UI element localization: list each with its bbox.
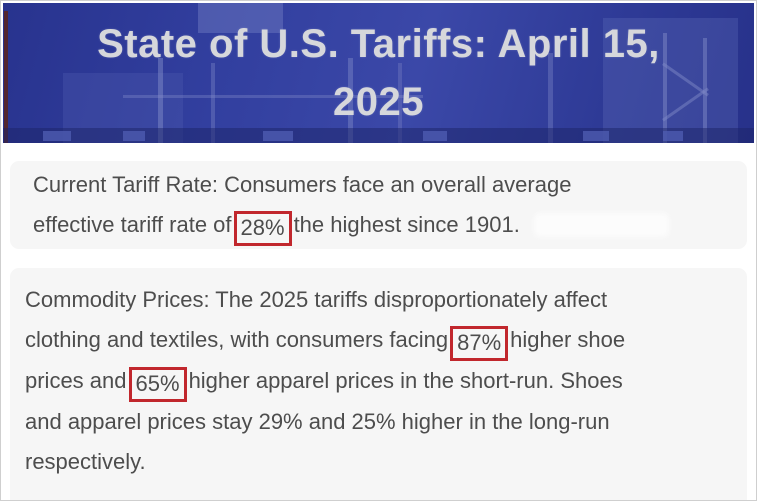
highlighted-value-28-percent: 28%: [233, 211, 292, 246]
text-line: clothing and textiles, with consumers fa…: [25, 320, 735, 361]
text-line: Commodity Prices: The 2025 tariffs dispr…: [25, 280, 735, 320]
crane-mast-shape: [663, 33, 667, 143]
title-banner: State of U.S. Tariffs: April 15, 2025: [3, 3, 754, 143]
photo-left-edge-detail: [4, 11, 8, 143]
photo-light-patch: [198, 3, 283, 33]
crane-mast-shape: [348, 58, 353, 143]
text-segment: clothing and textiles, with consumers fa…: [25, 327, 449, 352]
container-block-shape: [43, 131, 71, 141]
text-line: prices and 65% higher apparel prices in th…: [25, 361, 735, 402]
text-segment: prices and: [25, 368, 127, 393]
crane-mast-shape: [158, 58, 163, 143]
text-segment: and apparel prices stay 29% and 25% high…: [25, 409, 610, 434]
page-title: State of U.S. Tariffs: April 15, 2025: [3, 3, 754, 131]
photo-light-patch: [603, 18, 738, 143]
container-block-shape: [123, 131, 145, 141]
commodity-prices-card: Commodity Prices: The 2025 tariffs dispr…: [10, 268, 747, 500]
text-line: and apparel prices stay 29% and 25% high…: [25, 402, 735, 442]
text-segment: the highest since 1901.: [293, 212, 520, 237]
crane-beam-shape: [123, 95, 423, 98]
container-block-shape: [663, 131, 683, 141]
text-segment: Commodity Prices: The 2025 tariffs dispr…: [25, 287, 608, 312]
erased-text-smudge: [533, 213, 669, 237]
photo-containers-strip: [3, 128, 754, 143]
crane-mast-shape: [398, 63, 402, 143]
text-line: Current Tariff Rate: Consumers face an o…: [33, 165, 729, 205]
container-block-shape: [423, 131, 447, 141]
container-block-shape: [263, 131, 293, 141]
text-line: respectively.: [25, 442, 735, 482]
text-line: effective tariff rate of 28% the highest s…: [33, 205, 729, 246]
container-block-shape: [583, 131, 609, 141]
text-segment: higher shoe: [510, 327, 626, 352]
text-segment: higher apparel prices in the short-run. …: [188, 368, 623, 393]
text-segment: Current Tariff Rate: Consumers face an o…: [33, 172, 572, 197]
current-tariff-rate-card: Current Tariff Rate: Consumers face an o…: [10, 161, 747, 249]
page-title-line1: State of U.S. Tariffs: April 15,: [97, 22, 660, 66]
highlighted-value-87-percent: 87%: [450, 326, 509, 361]
text-segment: effective tariff rate of: [33, 212, 232, 237]
text-segment: respectively.: [25, 449, 146, 474]
page-title-line2: 2025: [333, 80, 424, 124]
highlighted-value-65-percent: 65%: [128, 367, 187, 402]
crane-mast-shape: [548, 53, 553, 143]
crane-mast-shape: [211, 63, 215, 143]
